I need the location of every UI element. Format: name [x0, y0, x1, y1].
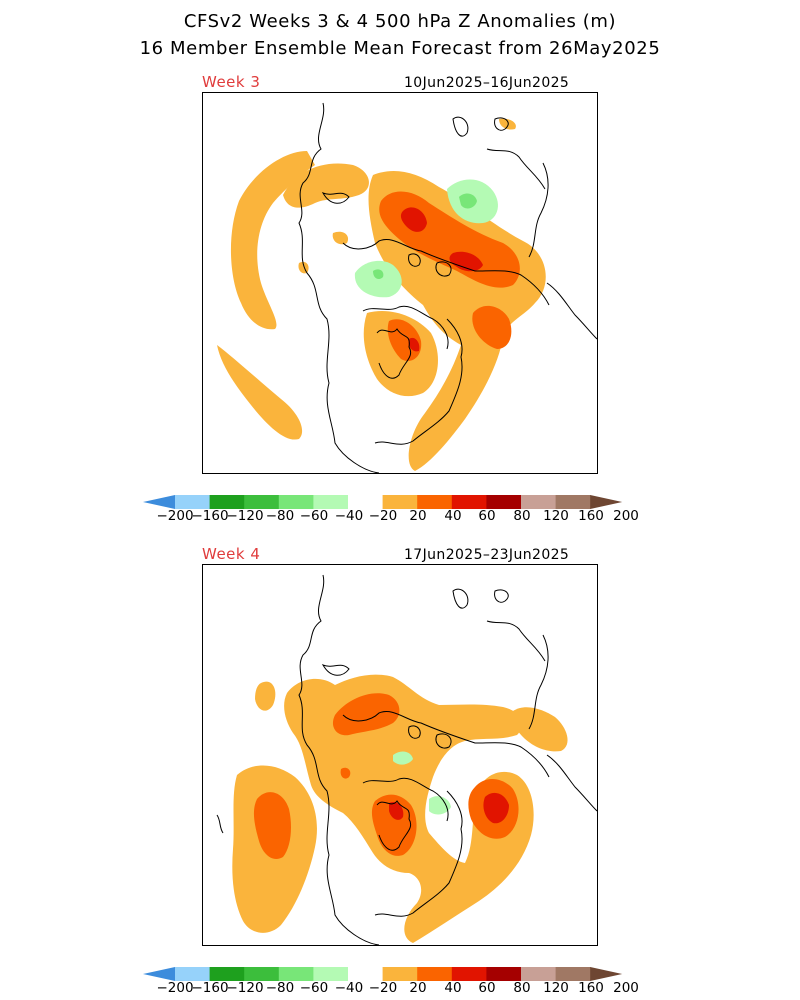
colorbar-tick: −60 — [299, 980, 329, 996]
colorbar-tick: 160 — [578, 980, 604, 996]
panel2-positive-anomaly-60 — [389, 792, 509, 824]
colorbar-swatch — [521, 495, 557, 509]
colorbar-swatch — [348, 495, 384, 509]
figure-subtitle: 16 Member Ensemble Mean Forecast from 26… — [139, 38, 661, 59]
colorbar-swatch — [451, 967, 487, 981]
colorbar-swatch — [417, 495, 453, 509]
panel1-week-label: Week 3 — [202, 73, 261, 91]
panel1-coastlines — [298, 102, 597, 473]
panel2-colorbar: −200 −160 −120 −80 −60 −40 −20 20 40 60 … — [143, 964, 659, 1000]
colorbar-tick: −40 — [334, 508, 364, 524]
panel2-negative-anomaly-20 — [393, 751, 451, 815]
colorbar-tick: −120 — [226, 508, 264, 524]
colorbar-tick: −200 — [156, 980, 194, 996]
colorbar-tick: 200 — [613, 508, 639, 524]
panel2-colorbar-swatches — [143, 967, 623, 981]
colorbar-swatch — [244, 495, 280, 509]
colorbar-tick: 120 — [543, 508, 569, 524]
colorbar-tick: −80 — [265, 980, 295, 996]
colorbar-tick: −20 — [368, 508, 398, 524]
panel2-anomaly-plot — [216, 574, 597, 945]
colorbar-tick: −200 — [156, 508, 194, 524]
colorbar-tick: 80 — [513, 508, 531, 524]
panel2-map — [202, 564, 598, 946]
panel2-colorbar-ticks: −200 −160 −120 −80 −60 −40 −20 20 40 60 … — [143, 980, 659, 998]
colorbar-swatch — [451, 495, 487, 509]
colorbar-tick: −80 — [265, 508, 295, 524]
colorbar-tick: −160 — [191, 980, 229, 996]
colorbar-swatch — [313, 495, 349, 509]
colorbar-swatch — [348, 967, 384, 981]
panel1-anomaly-plot — [217, 102, 597, 473]
colorbar-swatch — [555, 967, 591, 981]
colorbar-swatch — [382, 967, 418, 981]
colorbar-tick: 160 — [578, 508, 604, 524]
panel1-colorbar: −200 −160 −120 −80 −60 −40 −20 20 40 60 … — [143, 492, 659, 528]
panel1-date-range: 10Jun2025–16Jun2025 — [404, 75, 570, 91]
colorbar-swatch — [486, 967, 522, 981]
colorbar-tick: 200 — [613, 980, 639, 996]
colorbar-swatch — [209, 967, 245, 981]
panel2-coastlines — [216, 574, 597, 945]
panel1-map — [202, 92, 598, 474]
colorbar-swatch — [278, 495, 314, 509]
colorbar-tick: 20 — [409, 980, 427, 996]
colorbar-swatch — [555, 495, 591, 509]
figure-title: CFSv2 Weeks 3 & 4 500 hPa Z Anomalies (m… — [183, 11, 617, 32]
colorbar-tick: 40 — [444, 508, 462, 524]
panel1-negative-anomaly-40 — [373, 193, 477, 279]
colorbar-tick: −60 — [299, 508, 329, 524]
colorbar-left-arrow — [143, 495, 175, 509]
colorbar-swatch — [278, 967, 314, 981]
colorbar-swatch — [521, 967, 557, 981]
colorbar-tick: −40 — [334, 980, 364, 996]
colorbar-tick: 80 — [513, 980, 531, 996]
colorbar-tick: −160 — [191, 508, 229, 524]
colorbar-right-arrow — [590, 967, 623, 981]
colorbar-swatch — [209, 495, 245, 509]
colorbar-swatch — [382, 495, 418, 509]
colorbar-swatch — [313, 967, 349, 981]
panel1-colorbar-swatches — [143, 495, 623, 509]
colorbar-swatch — [486, 495, 522, 509]
panel2-week-label: Week 4 — [202, 545, 261, 563]
colorbar-tick: −120 — [226, 980, 264, 996]
panel1-positive-anomaly-60 — [400, 207, 483, 352]
colorbar-swatch — [175, 967, 211, 981]
colorbar-tick: 60 — [478, 508, 496, 524]
colorbar-swatch — [417, 967, 453, 981]
panel2-date-range: 17Jun2025–23Jun2025 — [404, 547, 570, 563]
colorbar-tick: 20 — [409, 508, 427, 524]
colorbar-swatch — [175, 495, 211, 509]
colorbar-tick: 40 — [444, 980, 462, 996]
colorbar-tick: −20 — [368, 980, 398, 996]
colorbar-swatch — [244, 967, 280, 981]
colorbar-tick: 120 — [543, 980, 569, 996]
panel1-colorbar-ticks: −200 −160 −120 −80 −60 −40 −20 20 40 60 … — [143, 508, 659, 526]
colorbar-left-arrow — [143, 967, 175, 981]
colorbar-tick: 60 — [478, 980, 496, 996]
colorbar-right-arrow — [590, 495, 623, 509]
